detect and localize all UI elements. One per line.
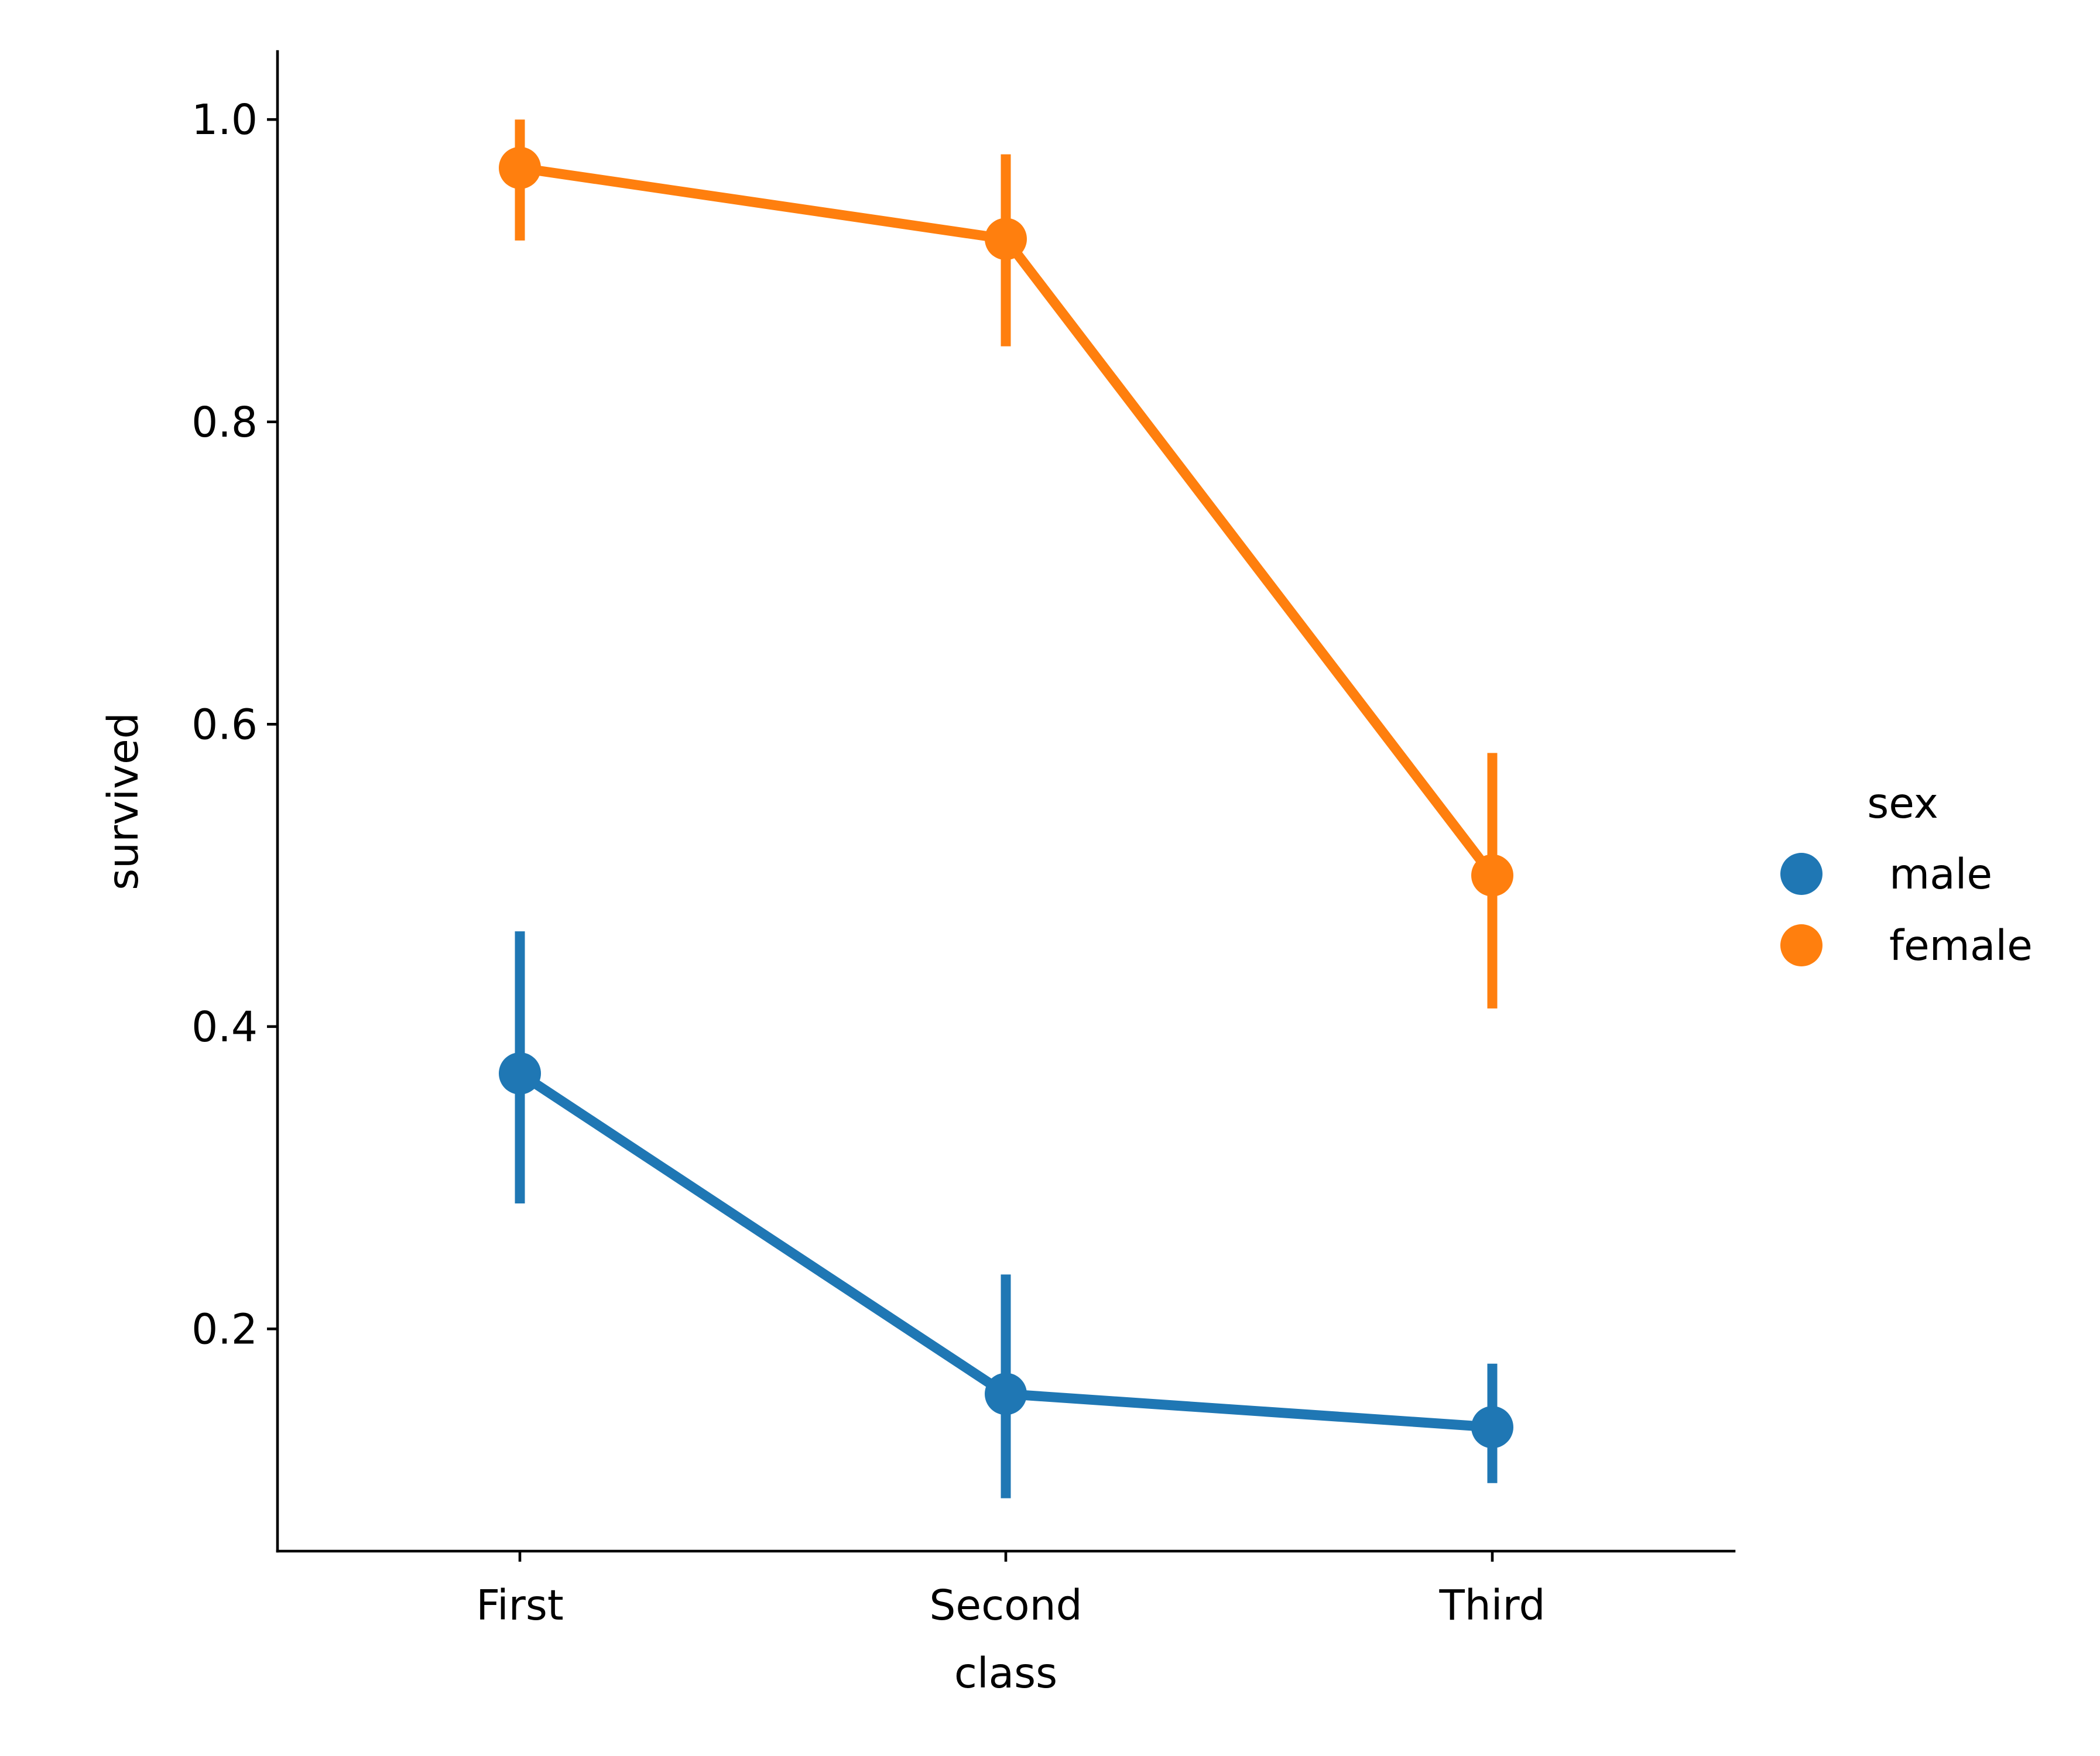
data-point bbox=[499, 1052, 541, 1095]
data-point bbox=[985, 218, 1027, 260]
x-tick-label: Second bbox=[929, 1581, 1082, 1630]
y-tick-label: 1.0 bbox=[191, 95, 258, 144]
data-point bbox=[985, 1373, 1027, 1415]
legend-entries: male female bbox=[1780, 850, 2033, 970]
data-point bbox=[1471, 854, 1513, 897]
y-tick-label: 0.4 bbox=[191, 1003, 258, 1051]
x-tick-label: First bbox=[476, 1581, 563, 1630]
legend-marker bbox=[1780, 924, 1822, 966]
plot-area: 0.2 0.4 0.6 0.8 1.0 First Second Third class s… bbox=[99, 50, 1736, 1697]
y-tick-label: 0.8 bbox=[191, 398, 258, 447]
y-axis-title: survived bbox=[99, 712, 148, 890]
x-axis-title: class bbox=[954, 1649, 1057, 1697]
y-ticks: 0.2 0.4 0.6 0.8 1.0 bbox=[191, 95, 278, 1353]
legend-title: sex bbox=[1867, 779, 1938, 828]
legend-label: female bbox=[1889, 921, 2033, 970]
legend: sex male female bbox=[1780, 779, 2033, 970]
y-tick-label: 0.6 bbox=[191, 700, 258, 749]
legend-label: male bbox=[1889, 850, 1992, 898]
y-tick-label: 0.2 bbox=[191, 1305, 258, 1353]
legend-marker bbox=[1780, 853, 1822, 895]
series-female bbox=[499, 119, 1513, 1009]
series-group bbox=[499, 119, 1513, 1498]
x-ticks: First Second Third bbox=[476, 1551, 1546, 1630]
series-male bbox=[499, 931, 1513, 1498]
data-point bbox=[1471, 1406, 1513, 1449]
data-point bbox=[499, 146, 541, 189]
x-tick-label: Third bbox=[1438, 1581, 1545, 1630]
